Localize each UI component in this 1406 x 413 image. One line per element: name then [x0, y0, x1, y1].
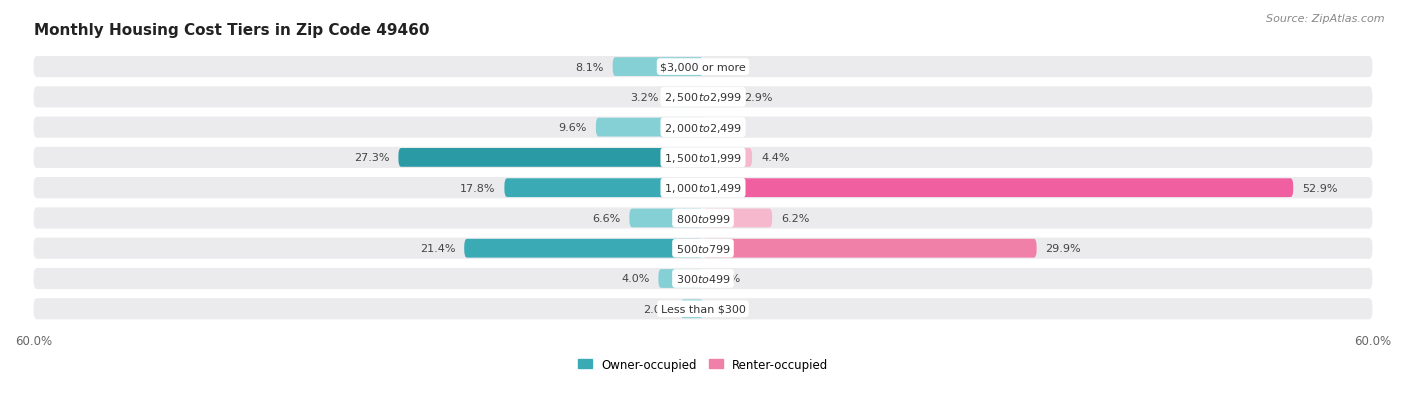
- Text: 0.0%: 0.0%: [711, 274, 740, 284]
- FancyBboxPatch shape: [34, 117, 1372, 138]
- Legend: Owner-occupied, Renter-occupied: Owner-occupied, Renter-occupied: [572, 353, 834, 375]
- FancyBboxPatch shape: [596, 119, 703, 137]
- Text: $800 to $999: $800 to $999: [675, 212, 731, 224]
- FancyBboxPatch shape: [681, 300, 703, 318]
- Text: $1,000 to $1,499: $1,000 to $1,499: [664, 182, 742, 195]
- Text: 21.4%: 21.4%: [420, 244, 456, 254]
- Text: 27.3%: 27.3%: [354, 153, 389, 163]
- Text: 6.2%: 6.2%: [782, 214, 810, 223]
- Text: Monthly Housing Cost Tiers in Zip Code 49460: Monthly Housing Cost Tiers in Zip Code 4…: [34, 23, 429, 38]
- FancyBboxPatch shape: [398, 149, 703, 167]
- FancyBboxPatch shape: [34, 299, 1372, 320]
- Text: 4.0%: 4.0%: [621, 274, 650, 284]
- Text: $300 to $499: $300 to $499: [675, 273, 731, 285]
- Text: 29.9%: 29.9%: [1046, 244, 1081, 254]
- FancyBboxPatch shape: [703, 239, 1036, 258]
- Text: 52.9%: 52.9%: [1302, 183, 1337, 193]
- FancyBboxPatch shape: [505, 179, 703, 197]
- FancyBboxPatch shape: [630, 209, 703, 228]
- Text: $500 to $799: $500 to $799: [675, 242, 731, 254]
- FancyBboxPatch shape: [703, 209, 772, 228]
- FancyBboxPatch shape: [703, 149, 752, 167]
- FancyBboxPatch shape: [464, 239, 703, 258]
- FancyBboxPatch shape: [34, 178, 1372, 199]
- Text: $2,000 to $2,499: $2,000 to $2,499: [664, 121, 742, 134]
- Text: 0.0%: 0.0%: [711, 62, 740, 72]
- Text: 9.6%: 9.6%: [558, 123, 586, 133]
- FancyBboxPatch shape: [34, 238, 1372, 259]
- Text: 3.2%: 3.2%: [630, 93, 658, 102]
- Text: 0.0%: 0.0%: [711, 123, 740, 133]
- Text: $1,500 to $1,999: $1,500 to $1,999: [664, 152, 742, 164]
- Text: 6.6%: 6.6%: [592, 214, 620, 223]
- FancyBboxPatch shape: [658, 269, 703, 288]
- FancyBboxPatch shape: [34, 208, 1372, 229]
- FancyBboxPatch shape: [34, 87, 1372, 108]
- Text: 8.1%: 8.1%: [575, 62, 603, 72]
- Text: 4.4%: 4.4%: [761, 153, 790, 163]
- Text: Source: ZipAtlas.com: Source: ZipAtlas.com: [1267, 14, 1385, 24]
- Text: 2.0%: 2.0%: [644, 304, 672, 314]
- Text: 17.8%: 17.8%: [460, 183, 495, 193]
- FancyBboxPatch shape: [34, 147, 1372, 169]
- FancyBboxPatch shape: [613, 58, 703, 77]
- Text: $2,500 to $2,999: $2,500 to $2,999: [664, 91, 742, 104]
- FancyBboxPatch shape: [668, 88, 703, 107]
- Text: Less than $300: Less than $300: [661, 304, 745, 314]
- Text: 0.0%: 0.0%: [711, 304, 740, 314]
- FancyBboxPatch shape: [34, 57, 1372, 78]
- FancyBboxPatch shape: [34, 268, 1372, 290]
- FancyBboxPatch shape: [703, 88, 735, 107]
- Text: $3,000 or more: $3,000 or more: [661, 62, 745, 72]
- FancyBboxPatch shape: [703, 179, 1294, 197]
- Text: 2.9%: 2.9%: [744, 93, 773, 102]
